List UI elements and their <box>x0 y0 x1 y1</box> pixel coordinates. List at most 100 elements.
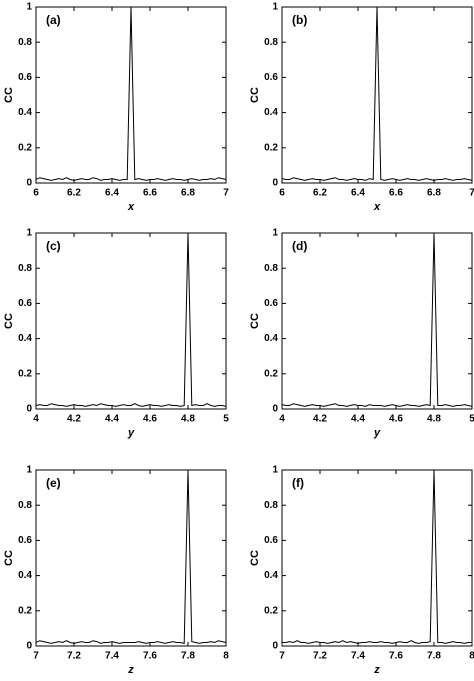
y-tick-label: 0 <box>272 178 278 189</box>
x-tick-label: 6.2 <box>313 188 327 199</box>
x-tick-label: 7.6 <box>389 651 403 662</box>
x-tick-label: 7.8 <box>181 651 195 662</box>
x-tick-label: 7 <box>33 651 39 662</box>
y-tick-label: 0.8 <box>18 37 32 48</box>
x-axis-label: y <box>127 427 135 439</box>
x-tick-label: 5 <box>469 414 474 425</box>
x-axis-label: z <box>127 664 134 676</box>
x-tick-label: 4.4 <box>105 414 119 425</box>
y-tick-label: 0.4 <box>18 333 32 344</box>
y-axis-label: CC <box>3 87 15 103</box>
x-tick-label: 4.2 <box>67 414 81 425</box>
x-tick-label: 4.6 <box>143 414 157 425</box>
x-axis-label: x <box>127 201 135 213</box>
plot-frame <box>35 469 227 647</box>
x-tick-label: 4 <box>33 414 39 425</box>
x-tick-label: 7.6 <box>143 651 157 662</box>
y-tick-label: 0.6 <box>18 298 32 309</box>
y-tick-label: 0.6 <box>264 298 278 309</box>
plot-frame <box>281 6 473 184</box>
x-tick-label: 7.8 <box>427 651 441 662</box>
y-tick-label: 0 <box>272 404 278 415</box>
y-tick-label: 0.8 <box>264 263 278 274</box>
y-tick-label: 0.2 <box>18 142 32 153</box>
x-tick-label: 4.2 <box>313 414 327 425</box>
y-tick-label: 0.8 <box>264 37 278 48</box>
y-tick-label: 0.6 <box>264 72 278 83</box>
y-tick-label: 0.4 <box>264 107 278 118</box>
y-tick-label: 0.4 <box>264 570 278 581</box>
panel-label: (d) <box>292 239 307 253</box>
y-tick-label: 0.6 <box>264 535 278 546</box>
panel-label: (c) <box>46 239 61 253</box>
y-axis-label: CC <box>249 313 261 329</box>
x-tick-label: 6.6 <box>143 188 157 199</box>
x-tick-label: 6 <box>279 188 285 199</box>
y-axis-label: CC <box>3 313 15 329</box>
y-tick-label: 0.6 <box>18 72 32 83</box>
x-tick-label: 4.4 <box>351 414 365 425</box>
y-tick-label: 1 <box>26 228 32 239</box>
x-tick-label: 6.6 <box>389 188 403 199</box>
y-axis-label: CC <box>249 550 261 566</box>
x-tick-label: 7.4 <box>105 651 119 662</box>
panel-label: (a) <box>46 13 61 27</box>
y-tick-label: 1 <box>26 2 32 13</box>
y-axis-label: CC <box>249 87 261 103</box>
x-tick-label: 7 <box>223 188 229 199</box>
y-tick-label: 0.4 <box>18 570 32 581</box>
y-tick-label: 0.8 <box>18 263 32 274</box>
x-tick-label: 6 <box>33 188 39 199</box>
y-tick-label: 0.4 <box>18 107 32 118</box>
x-tick-label: 5 <box>223 414 229 425</box>
x-tick-label: 4.8 <box>181 414 195 425</box>
x-tick-label: 7.4 <box>351 651 365 662</box>
y-tick-label: 0 <box>26 178 32 189</box>
x-tick-label: 6.8 <box>181 188 195 199</box>
x-axis-label: z <box>373 664 380 676</box>
data-line <box>282 469 472 644</box>
data-line <box>35 232 227 407</box>
plot-frame <box>35 232 227 410</box>
y-tick-label: 0.8 <box>264 500 278 511</box>
x-tick-label: 6.8 <box>427 188 441 199</box>
y-tick-label: 1 <box>272 228 278 239</box>
x-tick-label: 7.2 <box>313 651 327 662</box>
x-tick-label: 6.4 <box>105 188 119 199</box>
y-tick-label: 1 <box>26 465 32 476</box>
x-tick-label: 7 <box>279 651 285 662</box>
plot-frame <box>281 232 473 410</box>
panel-label: (e) <box>46 476 61 490</box>
data-line <box>281 232 473 407</box>
y-tick-label: 1 <box>272 465 278 476</box>
y-tick-label: 1 <box>272 2 278 13</box>
y-tick-label: 0.6 <box>18 535 32 546</box>
x-tick-label: 7.2 <box>67 651 81 662</box>
y-tick-label: 0 <box>272 641 278 652</box>
panel-label: (f) <box>292 476 304 490</box>
y-tick-label: 0.2 <box>264 368 278 379</box>
data-line <box>35 469 227 644</box>
y-tick-label: 0 <box>26 404 32 415</box>
y-tick-label: 0.2 <box>264 142 278 153</box>
y-tick-label: 0 <box>26 641 32 652</box>
y-tick-label: 0.2 <box>18 605 32 616</box>
y-tick-label: 0.4 <box>264 333 278 344</box>
data-line <box>281 6 473 181</box>
x-tick-label: 4 <box>279 414 285 425</box>
x-tick-label: 8 <box>223 651 229 662</box>
x-tick-label: 6.2 <box>67 188 81 199</box>
x-tick-label: 4.8 <box>427 414 441 425</box>
y-tick-label: 0.8 <box>18 500 32 511</box>
x-tick-label: 7 <box>469 188 474 199</box>
y-axis-label: CC <box>3 550 15 566</box>
plot-frame <box>35 6 227 184</box>
x-tick-label: 4.6 <box>389 414 403 425</box>
x-axis-label: x <box>373 201 381 213</box>
x-tick-label: 8 <box>469 651 474 662</box>
x-axis-label: y <box>373 427 381 439</box>
panel-label: (b) <box>292 13 307 27</box>
data-line <box>35 6 227 181</box>
